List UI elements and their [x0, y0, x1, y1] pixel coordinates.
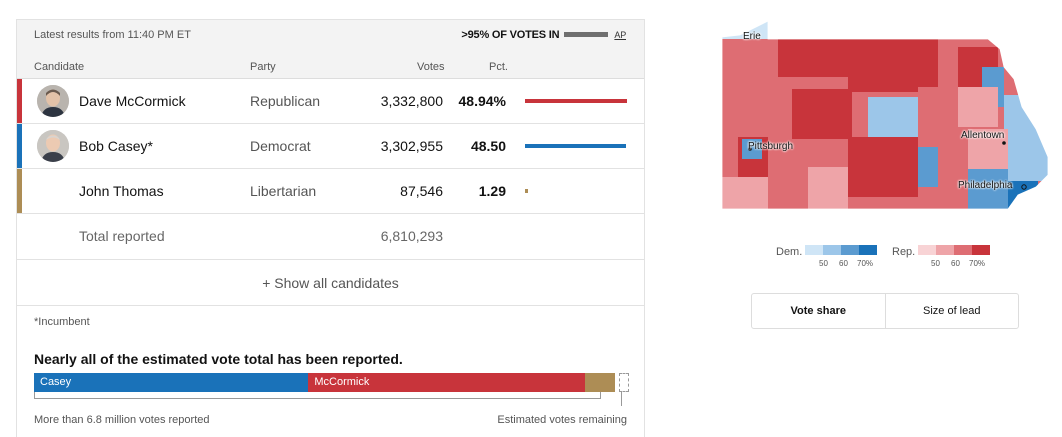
dem-legend-swatch: [805, 245, 824, 255]
show-all-candidates-button[interactable]: + Show all candidates: [17, 260, 644, 306]
total-votes: 6,810,293: [380, 228, 443, 244]
estimated-vote-bar: Casey McCormick: [34, 373, 629, 406]
candidate-bar: [525, 99, 627, 103]
votes-in-text: >95% OF VOTES IN: [461, 28, 560, 41]
candidate-pct: 48.94%: [458, 93, 506, 109]
party-stripe: [17, 124, 22, 168]
dem-tick-70: 70%: [857, 259, 874, 268]
mccormick-segment: McCormick: [308, 373, 586, 392]
dem-legend-swatch: [859, 245, 878, 255]
party-stripe: [17, 169, 22, 213]
candidate-bar: [525, 144, 627, 148]
dem-legend-label: Dem.: [776, 246, 803, 258]
candidate-votes: 3,302,955: [380, 138, 443, 154]
map-mode-toggle: Vote share Size of lead: [751, 293, 1019, 329]
votes-in-bar: [564, 32, 609, 37]
column-pct: Pct.: [489, 61, 508, 73]
dem-tick-50: 50: [819, 259, 828, 268]
candidate-pct: 48.50: [470, 138, 506, 154]
rep-legend-label: Rep.: [892, 246, 916, 258]
city-label-pittsburgh: Pittsburgh: [748, 141, 794, 152]
candidate-party: Republican: [250, 93, 321, 109]
total-label: Total reported: [79, 228, 165, 244]
table-row: Dave McCormick Republican 3,332,800 48.9…: [17, 79, 644, 124]
size-of-lead-tab[interactable]: Size of lead: [923, 305, 981, 317]
allentown-marker: [1002, 141, 1006, 145]
estimate-headline: Nearly all of the estimated vote total h…: [34, 351, 403, 367]
rep-legend-swatch: [954, 245, 973, 255]
rep-legend-swatch: [972, 245, 991, 255]
column-votes: Votes: [417, 61, 445, 73]
candidate-name: Dave McCormick: [79, 93, 186, 109]
reported-note: More than 6.8 million votes reported: [34, 414, 210, 426]
party-stripe: [17, 79, 22, 123]
results-topbar: Latest results from 11:40 PM ET >95% OF …: [17, 20, 644, 49]
total-row: Total reported 6,810,293: [17, 214, 644, 260]
candidate-votes: 87,546: [400, 183, 443, 199]
casey-segment: Casey: [34, 373, 309, 392]
results-panel: Latest results from 11:40 PM ET >95% OF …: [16, 19, 645, 437]
city-label-allentown: Allentown: [961, 130, 1005, 141]
vote-share-tab[interactable]: Vote share: [752, 294, 886, 328]
table-row: Bob Casey* Democrat 3,302,955 48.50: [17, 124, 644, 169]
column-party: Party: [250, 61, 276, 73]
table-row: John Thomas Libertarian 87,546 1.29: [17, 169, 644, 214]
rep-tick-70: 70%: [969, 259, 986, 268]
dem-legend: Dem. 50 60 70%: [776, 245, 878, 268]
county-map[interactable]: Erie Pittsburgh Allentown Philadelphia: [718, 17, 1050, 213]
pennsylvania-map[interactable]: [718, 17, 1050, 213]
rep-swatches: [918, 245, 991, 258]
candidate-name: Bob Casey*: [79, 138, 153, 154]
dem-legend-swatch: [841, 245, 860, 255]
reported-bracket: [34, 392, 601, 399]
pittsburgh-marker: [748, 147, 752, 151]
votes-in-indicator: >95% OF VOTES IN AP: [461, 29, 626, 41]
candidate-votes: 3,332,800: [380, 93, 443, 109]
dem-swatches: [805, 245, 878, 258]
candidate-name: John Thomas: [79, 183, 164, 199]
incumbent-note: *Incumbent: [34, 316, 90, 328]
remaining-note: Estimated votes remaining: [497, 414, 627, 426]
rep-legend-swatch: [936, 245, 955, 255]
rep-tick-50: 50: [931, 259, 940, 268]
table-header: Candidate Party Votes Pct.: [17, 49, 644, 79]
rep-tick-60: 60: [951, 259, 960, 268]
remaining-tick: [621, 392, 622, 406]
city-label-erie: Erie: [743, 31, 761, 42]
candidate-party: Democrat: [250, 138, 311, 154]
thomas-segment: [585, 373, 615, 392]
city-label-philadelphia: Philadelphia: [958, 180, 1013, 191]
philadelphia-marker: [1021, 184, 1027, 190]
dem-legend-swatch: [823, 245, 842, 255]
avatar: [37, 85, 69, 117]
candidate-party: Libertarian: [250, 183, 317, 199]
rep-legend-swatch: [918, 245, 937, 255]
candidate-bar: [525, 189, 528, 193]
rep-legend: Rep. 50 60 70%: [892, 245, 991, 268]
column-candidate: Candidate: [34, 61, 85, 73]
dem-tick-60: 60: [839, 259, 848, 268]
candidate-pct: 1.29: [478, 183, 506, 199]
ap-source-link[interactable]: AP: [614, 29, 626, 40]
latest-results-text: Latest results from 11:40 PM ET: [34, 28, 191, 41]
remaining-segment: [619, 373, 629, 392]
avatar: [37, 130, 69, 162]
